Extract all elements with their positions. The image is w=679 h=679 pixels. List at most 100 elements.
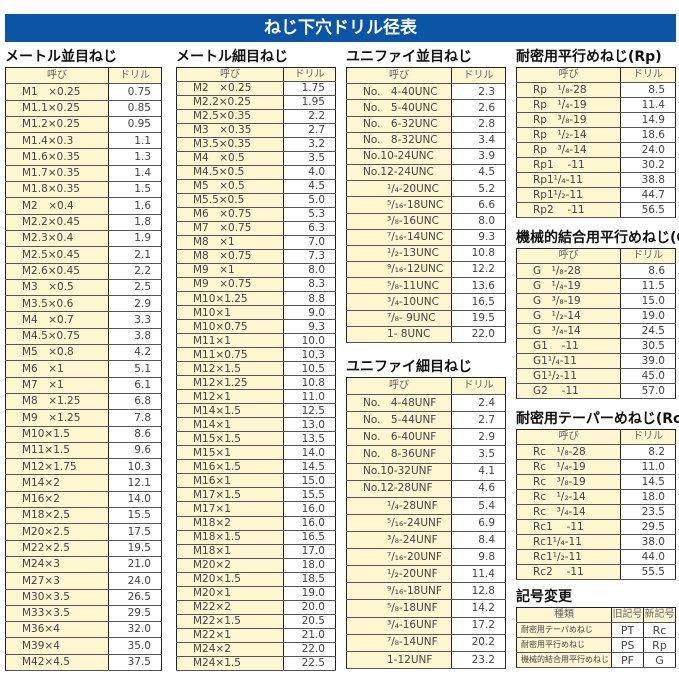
thread-size: M12×1 [176,389,284,405]
drill-size: 17.5 [108,523,162,541]
table-row: ⁵/₈-11UNC 13.6 [346,277,506,295]
thread-size: M1.2×0.25 [5,116,109,134]
table-row: G1¹/₂-11 45.0 [516,368,676,384]
thread-size: M14×1.5 [176,403,284,419]
thread-size: M16×1 [176,473,284,489]
table-row: M6 ×1 5.1 [5,360,162,378]
thread-size: M18×1 [176,544,284,559]
thread-size: Rp ¹/₈-28 [516,82,621,98]
table-row: M7 ×1 6.1 [5,377,162,394]
section-title: 機械的結合用平行めねじ(G) [516,230,679,246]
thread-size: M15×1 [176,445,284,461]
drill-size: 3.2 [283,137,336,153]
table-row: ⁵/₁₆-18UNC 6.6 [346,196,506,214]
drill-size: 18.0 [283,558,336,573]
thread-size: M24×2 [176,642,284,657]
drill-size: 10.5 [283,361,336,377]
thread-size: M36×4 [5,621,109,639]
section-title: ユニファイ細目ねじ [346,359,472,375]
drill-size: 24.0 [620,142,676,158]
thread-size: M10×0.75 [176,319,284,335]
table-row: M18×2.5 15.5 [5,507,162,525]
table-row: Rc ¹/₈-28 8.2 [516,444,676,460]
thread-size: M39×4 [5,637,109,655]
thread-size: M9 ×1 [176,263,284,279]
table-row: M20×1.5 18.5 [176,572,336,587]
drill-size: 14.0 [108,491,162,509]
drill-size: 13.6 [451,277,506,295]
thread-size: M2.2×0.45 [5,214,109,231]
drill-size: 22.0 [283,642,336,657]
thread-size: 1- 8UNC [346,326,452,343]
table-row: Rc1¹/₂-11 44.0 [516,549,676,565]
drill-size: 45.0 [620,368,676,384]
thread-size: M14×1 [176,417,284,433]
thread-size: ⁹/₁₆-18UNF [346,582,452,601]
thread-size: G1¹/₄-11 [516,353,621,369]
thread-size: M10×1 [176,305,284,321]
drill-size: 7.8 [108,409,162,427]
old-symbol: PF [611,652,644,668]
thread-size: Rc ¹/₄-19 [516,459,621,475]
table-row: M42×4.5 37.5 [5,654,162,671]
thread-size: M1.7×0.35 [5,165,109,183]
thread-size: M11×1.5 [5,442,109,460]
thread-size: ³/₄-10UNC [346,293,452,311]
drill-size: 9.3 [283,319,336,335]
table-row: M39×4 35.0 [5,637,162,655]
table-row: ³/₈-16UNC 8.0 [346,213,506,230]
thread-size: No. 4-48UNF [346,394,452,413]
table-row: No. 4-40UNC 2.3 [346,83,506,101]
table-row: M22×1.5 20.5 [176,614,336,629]
table-row: No. 5-44UNF 2.7 [346,411,506,430]
thread-size: M17×1.5 [176,487,284,503]
thread-size: Rp1¹/₄-11 [516,172,621,188]
table-row: No. 5-40UNC 2.6 [346,99,506,117]
drill-table: 呼び ドリル No. 4-40UNC 2.3 No. 5-40UNC 2.6 No. 6-3… [346,67,506,343]
thread-size: M18×2 [176,516,284,531]
thread-size: M5 ×0.5 [176,179,284,195]
thread-size: M18×2.5 [5,507,109,525]
table-row: M5 ×0.5 4.5 [176,179,336,195]
section-title: メートル並目ねじ [5,49,117,65]
drill-table: 呼び ドリル Rc ¹/₈-28 8.2 Rc ¹/₄-19 11.0 Rc ³/₈-19 1… [516,429,676,580]
table-row: M2.5×0.35 2.2 [176,109,336,125]
drill-table: 呼び ドリル No. 4-48UNF 2.4 No. 5-44UNF 2.7 No. 6-4… [346,377,506,669]
table-section-rp: 耐密用平行めねじ(Rp) 呼び ドリル Rp ¹/₈-28 8.5 Rp ¹/₄-19 11… [516,50,676,218]
header-size: 呼び [176,67,284,83]
drill-size: 6.6 [451,196,506,214]
table-row: M8 ×0.75 7.3 [176,249,336,265]
table-row: M36×4 32.0 [5,621,162,639]
drill-size: 18.6 [620,127,676,143]
drill-size: 14.9 [620,112,676,128]
drill-size: 15.5 [108,507,162,525]
drill-size: 20.5 [283,614,336,629]
table-row: Rp2 -11 56.5 [516,202,676,218]
table-row: 1- 8UNC 22.0 [346,326,506,343]
table-row: No. 6-32UNC 2.8 [346,116,506,133]
thread-size: ⁷/₈-14UNF [346,634,452,652]
drill-size: 8.8 [283,291,336,307]
thread-size: M2.3×0.4 [5,230,109,248]
drill-size: 38.0 [620,534,676,550]
table-row: M5.5×0.5 5.0 [176,193,336,209]
drill-size: 26.5 [108,589,162,606]
table-row: Rp1 -11 30.2 [516,157,676,173]
thread-size: M1.4×0.3 [5,132,109,150]
thread-size: M30×3.5 [5,589,109,606]
table-row: M14×1 13.0 [176,417,336,433]
drill-size: 57.0 [620,383,676,399]
drill-size: 10.0 [283,333,336,349]
table-row: M20×2 18.0 [176,558,336,573]
drill-size: 5.1 [108,360,162,378]
thread-size: ³/₄-16UNF [346,617,452,635]
thread-size: M12×1.25 [176,375,284,391]
drill-size: 11.4 [451,565,506,584]
thread-size: M2.2×0.25 [176,95,284,111]
thread-size: Rc ¹/₂-14 [516,489,621,505]
drill-size: 8.0 [451,213,506,230]
drill-size: 24.5 [620,323,676,339]
drill-size: 16.5 [283,530,336,545]
thread-size: ⁵/₁₆-18UNC [346,196,452,214]
drill-size: 2.5 [108,279,162,297]
